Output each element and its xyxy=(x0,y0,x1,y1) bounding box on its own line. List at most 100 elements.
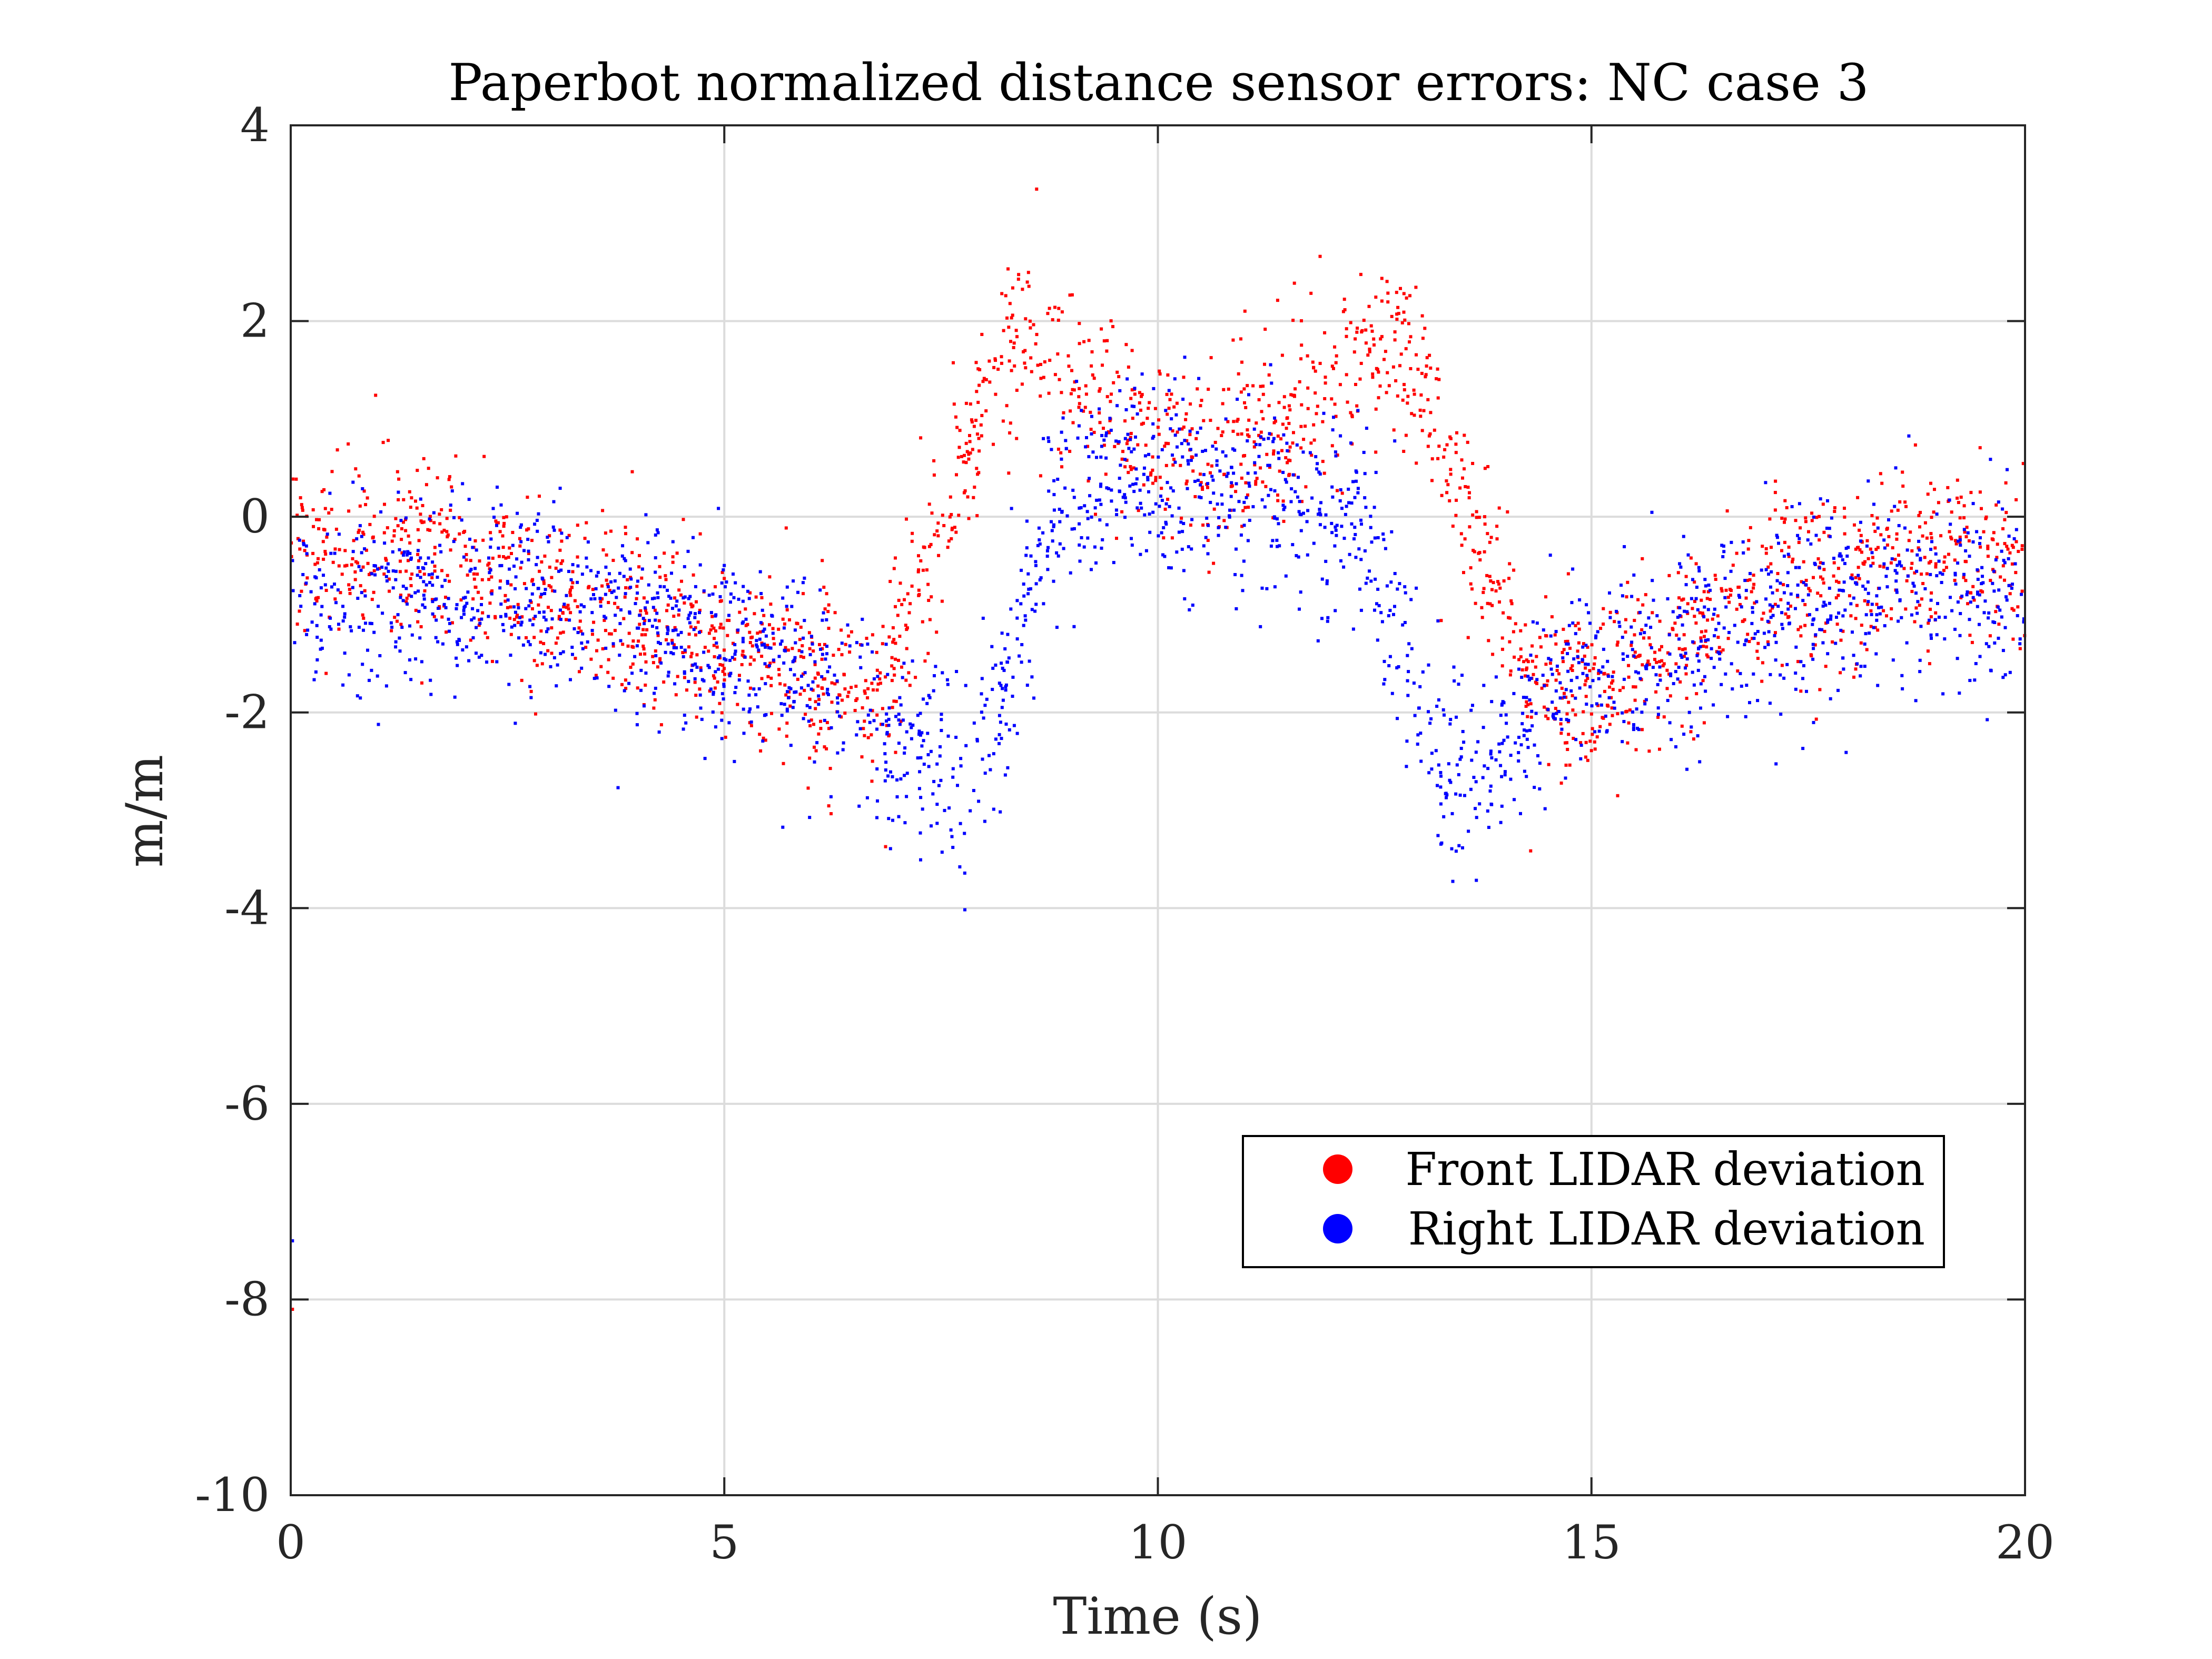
data-point xyxy=(1653,650,1657,654)
data-point xyxy=(1920,572,1923,576)
data-point xyxy=(509,583,513,587)
data-point xyxy=(1774,631,1777,635)
data-point xyxy=(594,587,598,590)
data-point xyxy=(1090,432,1093,436)
data-point xyxy=(428,581,432,585)
data-point xyxy=(1038,538,1041,542)
data-point xyxy=(1828,535,1832,538)
data-point xyxy=(1633,619,1636,622)
data-point xyxy=(1901,485,1905,488)
data-point xyxy=(404,516,408,520)
data-point xyxy=(838,694,842,697)
data-point xyxy=(1571,567,1575,571)
data-point xyxy=(566,604,570,607)
data-point xyxy=(1584,644,1588,647)
data-point xyxy=(1276,493,1279,497)
data-point xyxy=(1302,511,1305,515)
data-point xyxy=(816,671,819,675)
data-point xyxy=(898,723,902,726)
data-point xyxy=(792,700,796,703)
data-point xyxy=(967,452,971,456)
data-point xyxy=(1661,664,1665,668)
data-point xyxy=(527,640,530,644)
data-point xyxy=(322,488,326,491)
data-point xyxy=(1564,763,1568,767)
data-point xyxy=(1720,683,1723,686)
data-point xyxy=(306,628,310,632)
data-point xyxy=(644,683,647,687)
data-point xyxy=(826,670,829,674)
data-point xyxy=(480,597,483,600)
data-point xyxy=(1482,726,1485,729)
data-point xyxy=(1111,325,1114,329)
data-point xyxy=(1468,525,1472,529)
data-point xyxy=(1483,515,1486,519)
data-point xyxy=(700,717,704,721)
data-point xyxy=(421,566,424,570)
data-point xyxy=(569,678,572,682)
data-point xyxy=(1669,674,1673,677)
data-point xyxy=(1445,479,1448,483)
data-point xyxy=(959,764,963,768)
data-point xyxy=(1413,392,1416,396)
data-point xyxy=(1910,613,1913,617)
data-point xyxy=(1010,507,1013,510)
data-point xyxy=(372,590,376,594)
data-point xyxy=(1366,576,1369,580)
data-point xyxy=(1171,463,1175,467)
data-point xyxy=(634,602,637,605)
data-point xyxy=(1130,404,1134,408)
data-point xyxy=(718,626,722,629)
data-point xyxy=(1910,567,1913,570)
data-point xyxy=(1935,512,1939,516)
data-point xyxy=(2001,676,2005,679)
data-point xyxy=(317,596,320,599)
data-point xyxy=(1996,605,2000,609)
y-tick-label: 2 xyxy=(240,294,270,348)
data-point xyxy=(738,674,741,677)
data-point xyxy=(1488,789,1492,793)
data-point xyxy=(1662,662,1666,666)
data-point xyxy=(1239,533,1243,537)
data-point xyxy=(1405,765,1408,768)
data-point xyxy=(535,563,538,567)
data-point xyxy=(1026,572,1030,576)
data-point xyxy=(1651,611,1654,615)
data-point xyxy=(1324,376,1327,379)
data-point xyxy=(364,503,368,507)
data-point xyxy=(1139,552,1142,556)
data-point xyxy=(1864,632,1868,636)
data-point xyxy=(654,570,657,574)
data-point xyxy=(855,733,858,737)
data-point xyxy=(1694,597,1698,600)
data-point xyxy=(311,508,315,511)
data-point xyxy=(1566,642,1570,646)
data-point xyxy=(1958,634,1962,637)
data-point xyxy=(526,496,529,499)
data-point xyxy=(1593,747,1597,751)
data-point xyxy=(1013,364,1016,368)
data-point xyxy=(514,722,517,725)
data-point xyxy=(905,730,908,734)
data-point xyxy=(1138,391,1141,394)
data-point xyxy=(1596,704,1600,707)
data-point xyxy=(1189,524,1192,527)
data-point xyxy=(374,393,378,397)
data-point xyxy=(698,611,701,615)
data-point xyxy=(1135,506,1139,510)
data-point xyxy=(1351,480,1355,483)
data-point xyxy=(1455,431,1458,434)
data-point xyxy=(1197,377,1201,380)
data-point xyxy=(1206,482,1210,486)
data-point xyxy=(1397,312,1400,315)
data-point xyxy=(1716,614,1720,618)
data-point xyxy=(1355,330,1359,334)
data-point xyxy=(1209,471,1212,475)
data-point xyxy=(1180,516,1183,520)
data-point xyxy=(1418,685,1422,688)
data-point xyxy=(1436,457,1440,460)
data-point xyxy=(568,590,572,594)
data-point xyxy=(1520,676,1524,679)
data-point xyxy=(1421,337,1425,340)
data-point xyxy=(1710,657,1713,660)
